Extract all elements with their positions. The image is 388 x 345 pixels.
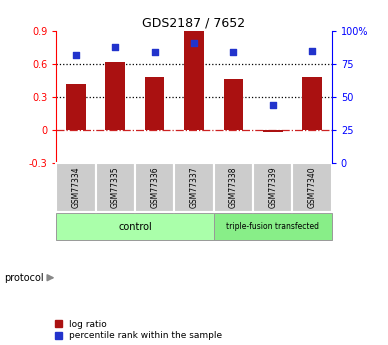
Bar: [263, 130, 282, 132]
Bar: [253, 162, 293, 211]
Point: [309, 48, 315, 53]
Text: GSM77339: GSM77339: [268, 166, 277, 208]
Bar: [174, 162, 214, 211]
Bar: [223, 79, 243, 130]
Bar: [293, 162, 332, 211]
Bar: [66, 84, 86, 130]
Bar: [302, 77, 322, 130]
Bar: [214, 162, 253, 211]
Text: GSM77340: GSM77340: [308, 166, 317, 208]
Title: GDS2187 / 7652: GDS2187 / 7652: [142, 17, 246, 30]
Text: GSM77336: GSM77336: [150, 166, 159, 208]
Legend: log ratio, percentile rank within the sample: log ratio, percentile rank within the sa…: [55, 320, 223, 341]
Point: [191, 40, 197, 46]
Bar: [106, 62, 125, 130]
Text: GSM77335: GSM77335: [111, 166, 120, 208]
Point: [152, 49, 158, 55]
Text: GSM77334: GSM77334: [71, 166, 80, 208]
Text: GSM77337: GSM77337: [189, 166, 199, 208]
Point: [230, 49, 236, 55]
Text: control: control: [118, 221, 152, 231]
Point: [73, 52, 79, 58]
Bar: [56, 162, 95, 211]
Bar: [95, 162, 135, 211]
Bar: [184, 31, 204, 130]
Point: [112, 44, 118, 50]
Bar: [214, 213, 332, 240]
Bar: [135, 162, 174, 211]
Bar: [56, 213, 214, 240]
Bar: [145, 77, 165, 130]
Text: triple-fusion transfected: triple-fusion transfected: [226, 222, 319, 231]
Point: [270, 102, 276, 108]
Text: GSM77338: GSM77338: [229, 166, 238, 208]
Text: protocol: protocol: [4, 273, 43, 283]
